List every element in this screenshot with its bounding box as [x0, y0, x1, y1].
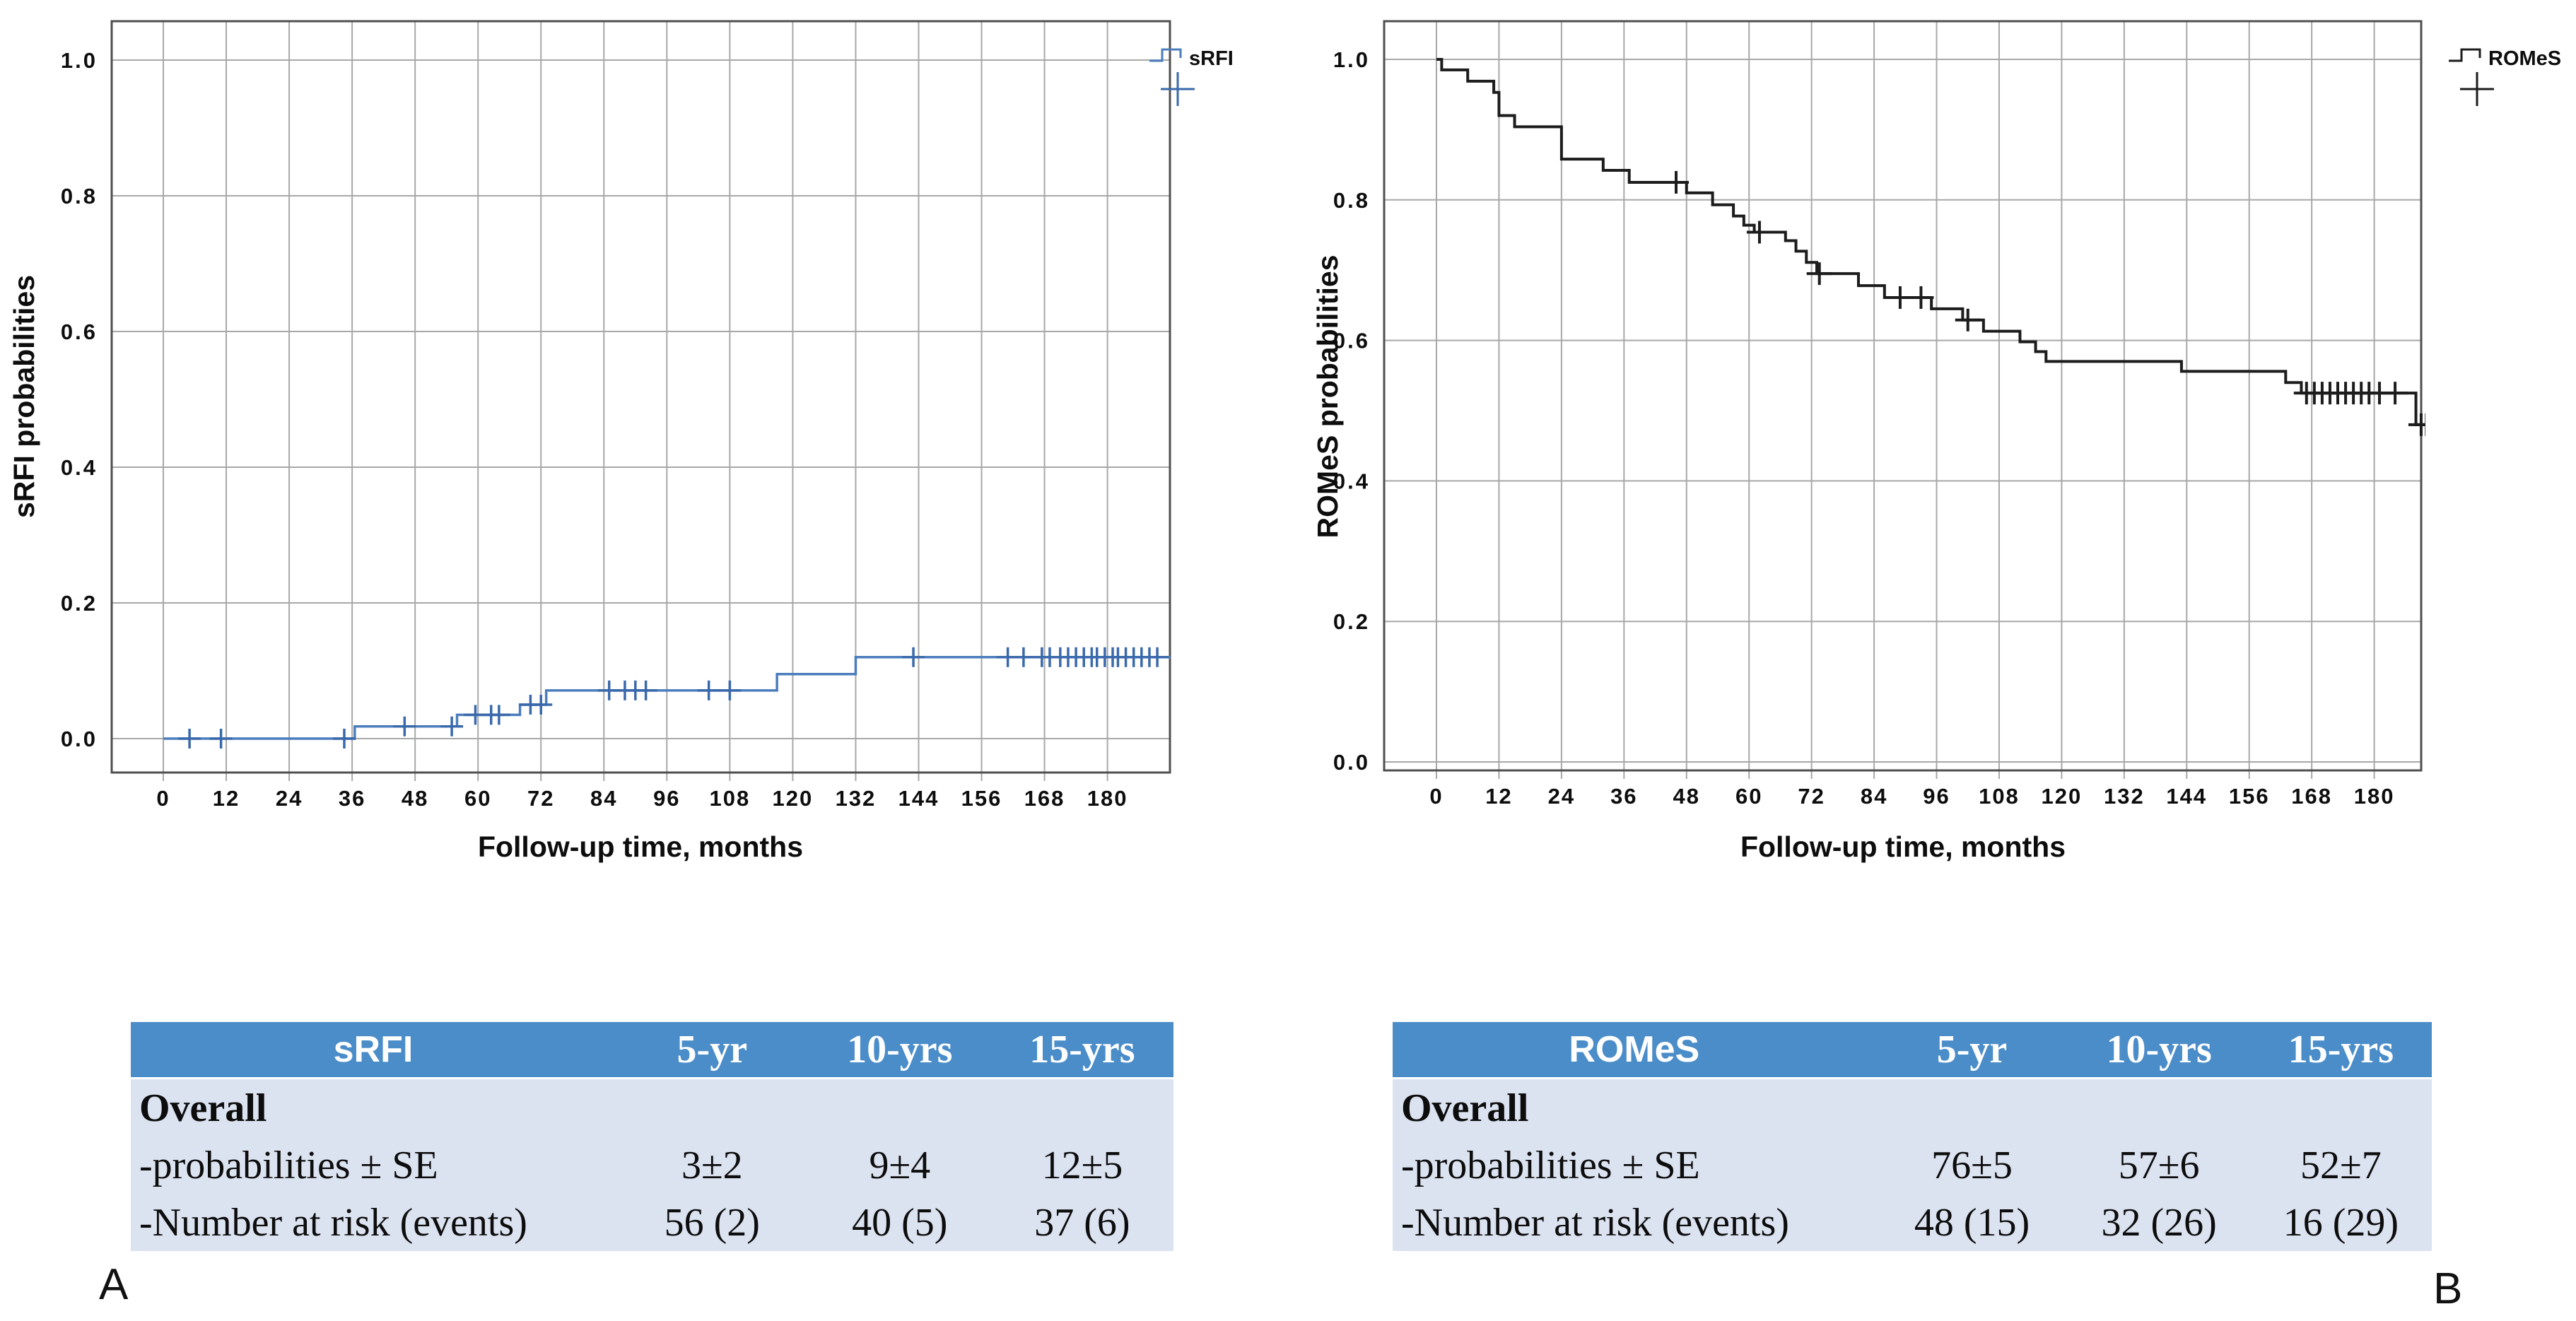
summary-table-romes: ROMeS 5-yr 10-yrs 15-yrs Overall -probab… — [1393, 1022, 2432, 1251]
col-header-15yrs: 15-yrs — [2288, 1028, 2394, 1072]
y-tick-label: 0.8 — [61, 184, 98, 209]
table-row: Overall — [131, 1079, 1173, 1137]
legend-series-label: sRFI — [1189, 47, 1234, 70]
cell: 57±6 — [2118, 1143, 2200, 1187]
x-tick-label: 120 — [773, 786, 814, 811]
cell — [2250, 1079, 2432, 1137]
table-row: Overall — [1393, 1079, 2432, 1137]
x-tick-label: 36 — [339, 786, 365, 811]
cell: 52±7 — [2300, 1143, 2382, 1187]
x-tick-label: 168 — [1024, 786, 1065, 811]
cell — [991, 1079, 1173, 1137]
cell — [1876, 1079, 2068, 1137]
row-label: -probabilities ± SE — [1401, 1143, 1700, 1187]
cell: 37 (6) — [1034, 1200, 1130, 1245]
cell: 16 (29) — [2283, 1200, 2399, 1245]
y-tick-label: 1.0 — [61, 48, 98, 73]
cell: 9±4 — [869, 1143, 931, 1187]
cell: 48 (15) — [1914, 1200, 2030, 1245]
y-tick-label: 0.6 — [61, 319, 98, 344]
x-tick-label: 180 — [1087, 786, 1128, 811]
srfi-curve-group — [163, 647, 1171, 748]
y-tick-label: 0.0 — [61, 727, 98, 751]
col-header-10yrs: 10-yrs — [847, 1028, 953, 1072]
gridlines — [112, 21, 1170, 781]
axis-labels: 0.0 0.2 0.4 0.6 0.8 1.0 0 12 24 36 48 60 72 84 96 108 12… — [8, 48, 1128, 863]
table-row: -probabilities ± SE 76±5 57±6 52±7 — [1393, 1137, 2432, 1194]
legend: sRFI — [1149, 47, 1234, 106]
table-title: ROMeS — [1569, 1029, 1700, 1070]
y-tick-label: 0.2 — [61, 591, 98, 616]
table-row: -Number at risk (events) 48 (15) 32 (26)… — [1393, 1194, 2432, 1251]
row-label: -Number at risk (events) — [139, 1200, 527, 1245]
plot-frame — [110, 20, 1171, 774]
x-tick-label: 144 — [898, 786, 939, 811]
x-axis-title: Follow-up time, months — [478, 830, 803, 863]
x-tick-label: 96 — [653, 786, 680, 811]
cell: 56 (2) — [664, 1200, 760, 1245]
x-tick-label: 60 — [464, 786, 491, 811]
cell: 12±5 — [1041, 1143, 1123, 1187]
cell — [2068, 1079, 2249, 1137]
x-tick-label: 84 — [590, 786, 617, 811]
summary-table-srfi: sRFI 5-yr 10-yrs 15-yrs Overall -probabi… — [131, 1022, 1173, 1251]
x-tick-label: 132 — [836, 786, 877, 811]
km-chart-srfi: 0.0 0.2 0.4 0.6 0.8 1.0 0 12 24 36 48 60 72 84 96 108 12… — [8, 20, 1234, 863]
table-row: -probabilities ± SE 3±2 9±4 12±5 — [131, 1137, 1173, 1194]
x-tick-label: 24 — [276, 786, 303, 811]
cell — [616, 1079, 809, 1137]
col-header-15yrs: 15-yrs — [1029, 1028, 1135, 1072]
x-tick-label: 0 — [156, 786, 170, 811]
col-header-5yr: 5-yr — [1936, 1028, 2008, 1072]
col-header-5yr: 5-yr — [677, 1028, 748, 1072]
srfi-censor-marks — [178, 647, 1169, 748]
table-header-row: sRFI 5-yr 10-yrs 15-yrs — [131, 1022, 1173, 1077]
y-tick-label: 0.4 — [61, 455, 98, 480]
col-header-10yrs: 10-yrs — [2106, 1028, 2212, 1072]
panel-label-a: A — [99, 1260, 129, 1309]
row-label: Overall — [1401, 1086, 1529, 1130]
x-tick-label: 72 — [527, 786, 554, 811]
row-label: Overall — [139, 1086, 267, 1130]
x-tick-label: 156 — [961, 786, 1002, 811]
cell: 3±2 — [681, 1143, 743, 1187]
legend-censor-plus-icon — [1161, 72, 1195, 106]
y-axis-title: sRFI probabilities — [8, 275, 40, 518]
table-row: -Number at risk (events) 56 (2) 40 (5) 3… — [131, 1194, 1173, 1251]
legend-step-icon — [1149, 48, 1182, 62]
row-label: -probabilities ± SE — [139, 1143, 438, 1187]
cell: 32 (26) — [2101, 1200, 2217, 1245]
cell: 76±5 — [1931, 1143, 2013, 1187]
cell: 40 (5) — [852, 1200, 948, 1245]
table-title: sRFI — [333, 1029, 414, 1070]
row-label: -Number at risk (events) — [1401, 1200, 1789, 1245]
panel-label-b: B — [2433, 1264, 2463, 1313]
x-tick-label: 108 — [709, 786, 750, 811]
cell — [809, 1079, 991, 1137]
x-tick-label: 48 — [402, 786, 428, 811]
x-tick-label: 12 — [213, 786, 240, 811]
table-header-row: ROMeS 5-yr 10-yrs 15-yrs — [1393, 1022, 2432, 1077]
